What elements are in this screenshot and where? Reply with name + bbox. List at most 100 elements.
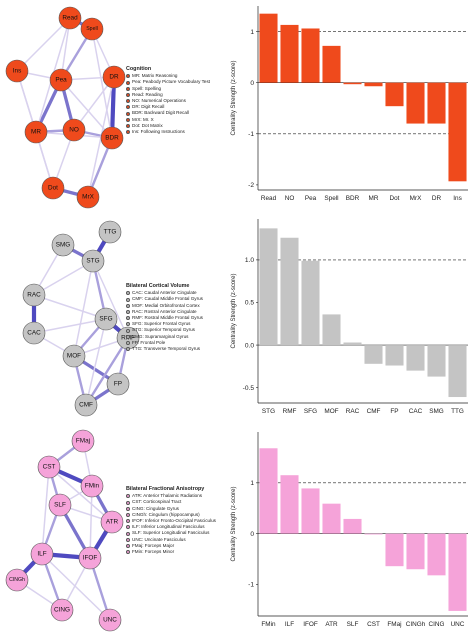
x-tick-label: Read: [261, 195, 277, 202]
network-node-label: SFG: [99, 316, 112, 323]
network-node-circle: [51, 233, 75, 257]
legend-item: NO: Numerical Operations: [126, 98, 210, 104]
x-tick-label: RMF: [283, 408, 297, 415]
legend-text: FMaj: Forceps Major: [132, 542, 175, 548]
legend-text: BDR: Backward Digit Recall: [132, 110, 189, 116]
network-node: Spell: [80, 17, 104, 41]
network-edges: [14, 439, 115, 622]
legend-text: CAC: Caudal Anterior Cingulate: [132, 290, 197, 296]
network-edge: [33, 260, 94, 296]
network-node: NO: [62, 118, 86, 142]
legend-marker: [126, 322, 130, 327]
network-node-circle: [24, 120, 48, 144]
network-node: CAC: [22, 321, 46, 345]
legend-text: ILF: Inferior Longitudinal Fasciculus: [132, 524, 205, 530]
network-node-circle: [48, 493, 72, 517]
x-tick-label: BDR: [346, 195, 360, 202]
x-tick-label: CAC: [409, 408, 423, 415]
network-node-label: FP: [114, 381, 122, 388]
network-edge: [92, 260, 129, 339]
network-node: MOF: [62, 344, 86, 368]
network-node-circle: [5, 59, 29, 83]
network-node-label: ILF: [37, 551, 46, 558]
legend-item: Spell: Spelling: [126, 86, 210, 92]
legend-text: FP: Frontal Pole: [132, 339, 166, 345]
legend-text: NO: Numerical Operations: [132, 98, 186, 104]
network-node: TTG: [98, 220, 122, 244]
network-node-label: CMF: [79, 402, 93, 409]
x-tick-label: ILF: [285, 621, 294, 628]
legend-item: MOF: Medial Orbitofrontal Cortex: [126, 303, 203, 309]
legend-marker: [126, 334, 130, 339]
legend-marker: [126, 328, 130, 333]
legend-marker: [126, 74, 130, 79]
legend-item: ATR: Anterior Thalamic Radiations: [126, 493, 216, 499]
legend-text: SMG: Supramarginal Gyrus: [132, 333, 189, 339]
network-node: FP: [106, 372, 130, 396]
network-node: CING: [50, 598, 74, 622]
bar: [364, 345, 383, 364]
network-node-circle: [94, 307, 118, 331]
legend-title: Bilateral Cortical Volume: [126, 283, 190, 289]
network-edge: [41, 553, 111, 621]
bar: [301, 488, 320, 534]
network-node-circle: [78, 546, 102, 570]
legend-item: Dot: Dot Matrix: [126, 123, 210, 129]
network-node-label: IFOF: [83, 555, 98, 562]
legend-marker: [126, 92, 130, 97]
network-node-label: TTG: [104, 229, 117, 236]
legend-marker: [126, 130, 130, 135]
y-tick-label: 0.5: [245, 300, 254, 307]
network-node-circle: [62, 118, 86, 142]
bar: [322, 45, 341, 83]
legend-item: CINGh: Cingulum (hippocampus): [126, 512, 216, 518]
network-node: BDR: [100, 126, 124, 150]
network-edge: [33, 294, 107, 320]
x-tick-label: FMin: [261, 621, 276, 628]
legend-text: CST: Corticospinal Tract: [132, 499, 182, 505]
bar: [364, 82, 383, 87]
network-node: IFOF: [78, 546, 102, 570]
legend-marker: [126, 543, 130, 548]
bar: [259, 228, 278, 346]
cortical-bar-chart: Centrality Strength (z-score) STG RMF SFG MO…: [231, 219, 468, 415]
x-tick-label: Dot: [390, 195, 400, 202]
legend-marker: [126, 117, 130, 122]
legend-item: STG: Superior Temporal Gyrus: [126, 327, 203, 333]
network-node-label: ATR: [106, 519, 119, 526]
network-node-circle: [100, 510, 124, 534]
network-node-label: FMin: [85, 483, 100, 490]
legend-item: TTG: Transverse Temporal Gyrus: [126, 346, 203, 352]
bar: [259, 448, 278, 534]
x-tick-label: MOF: [324, 408, 338, 415]
bar: [322, 314, 341, 346]
legend-text: Pea: Peabody Picture Vocabulary Test: [132, 79, 211, 85]
network-edge: [41, 466, 50, 555]
legend-text: CINGh: Cingulum (hippocampus): [132, 511, 200, 517]
legend-item: Ins: Following Instructions: [126, 129, 210, 135]
network-node-circle: [50, 598, 74, 622]
x-tick-label: SMG: [429, 408, 444, 415]
x-tick-label: CST: [367, 621, 380, 628]
network-node-circle: [102, 65, 126, 89]
x-tick-label: DR: [432, 195, 442, 202]
legend-item: CAC: Caudal Anterior Cingulate: [126, 290, 203, 296]
legend-text: Ins: Following Instructions: [132, 129, 185, 135]
legend-item: UNC: Uncinate Fasciculus: [126, 537, 216, 543]
network-node: RAC: [22, 283, 46, 307]
legend-text: Dot: Dot Matrix: [132, 122, 163, 128]
legend-marker: [126, 291, 130, 296]
x-tick-label: NO: [285, 195, 295, 202]
legend-marker: [126, 111, 130, 116]
bar: [301, 28, 320, 83]
network-node: Dot: [41, 176, 65, 200]
network-node: SLF: [48, 493, 72, 517]
network-node: Read: [58, 6, 82, 30]
x-tick-label: Spell: [324, 195, 338, 202]
legend-item: Read: Reading: [126, 92, 210, 98]
network-node-circle: [76, 185, 100, 209]
network-node: SMG: [51, 233, 75, 257]
bar: [427, 533, 446, 576]
network-node-circle: [74, 393, 98, 417]
legend-marker: [126, 500, 130, 505]
